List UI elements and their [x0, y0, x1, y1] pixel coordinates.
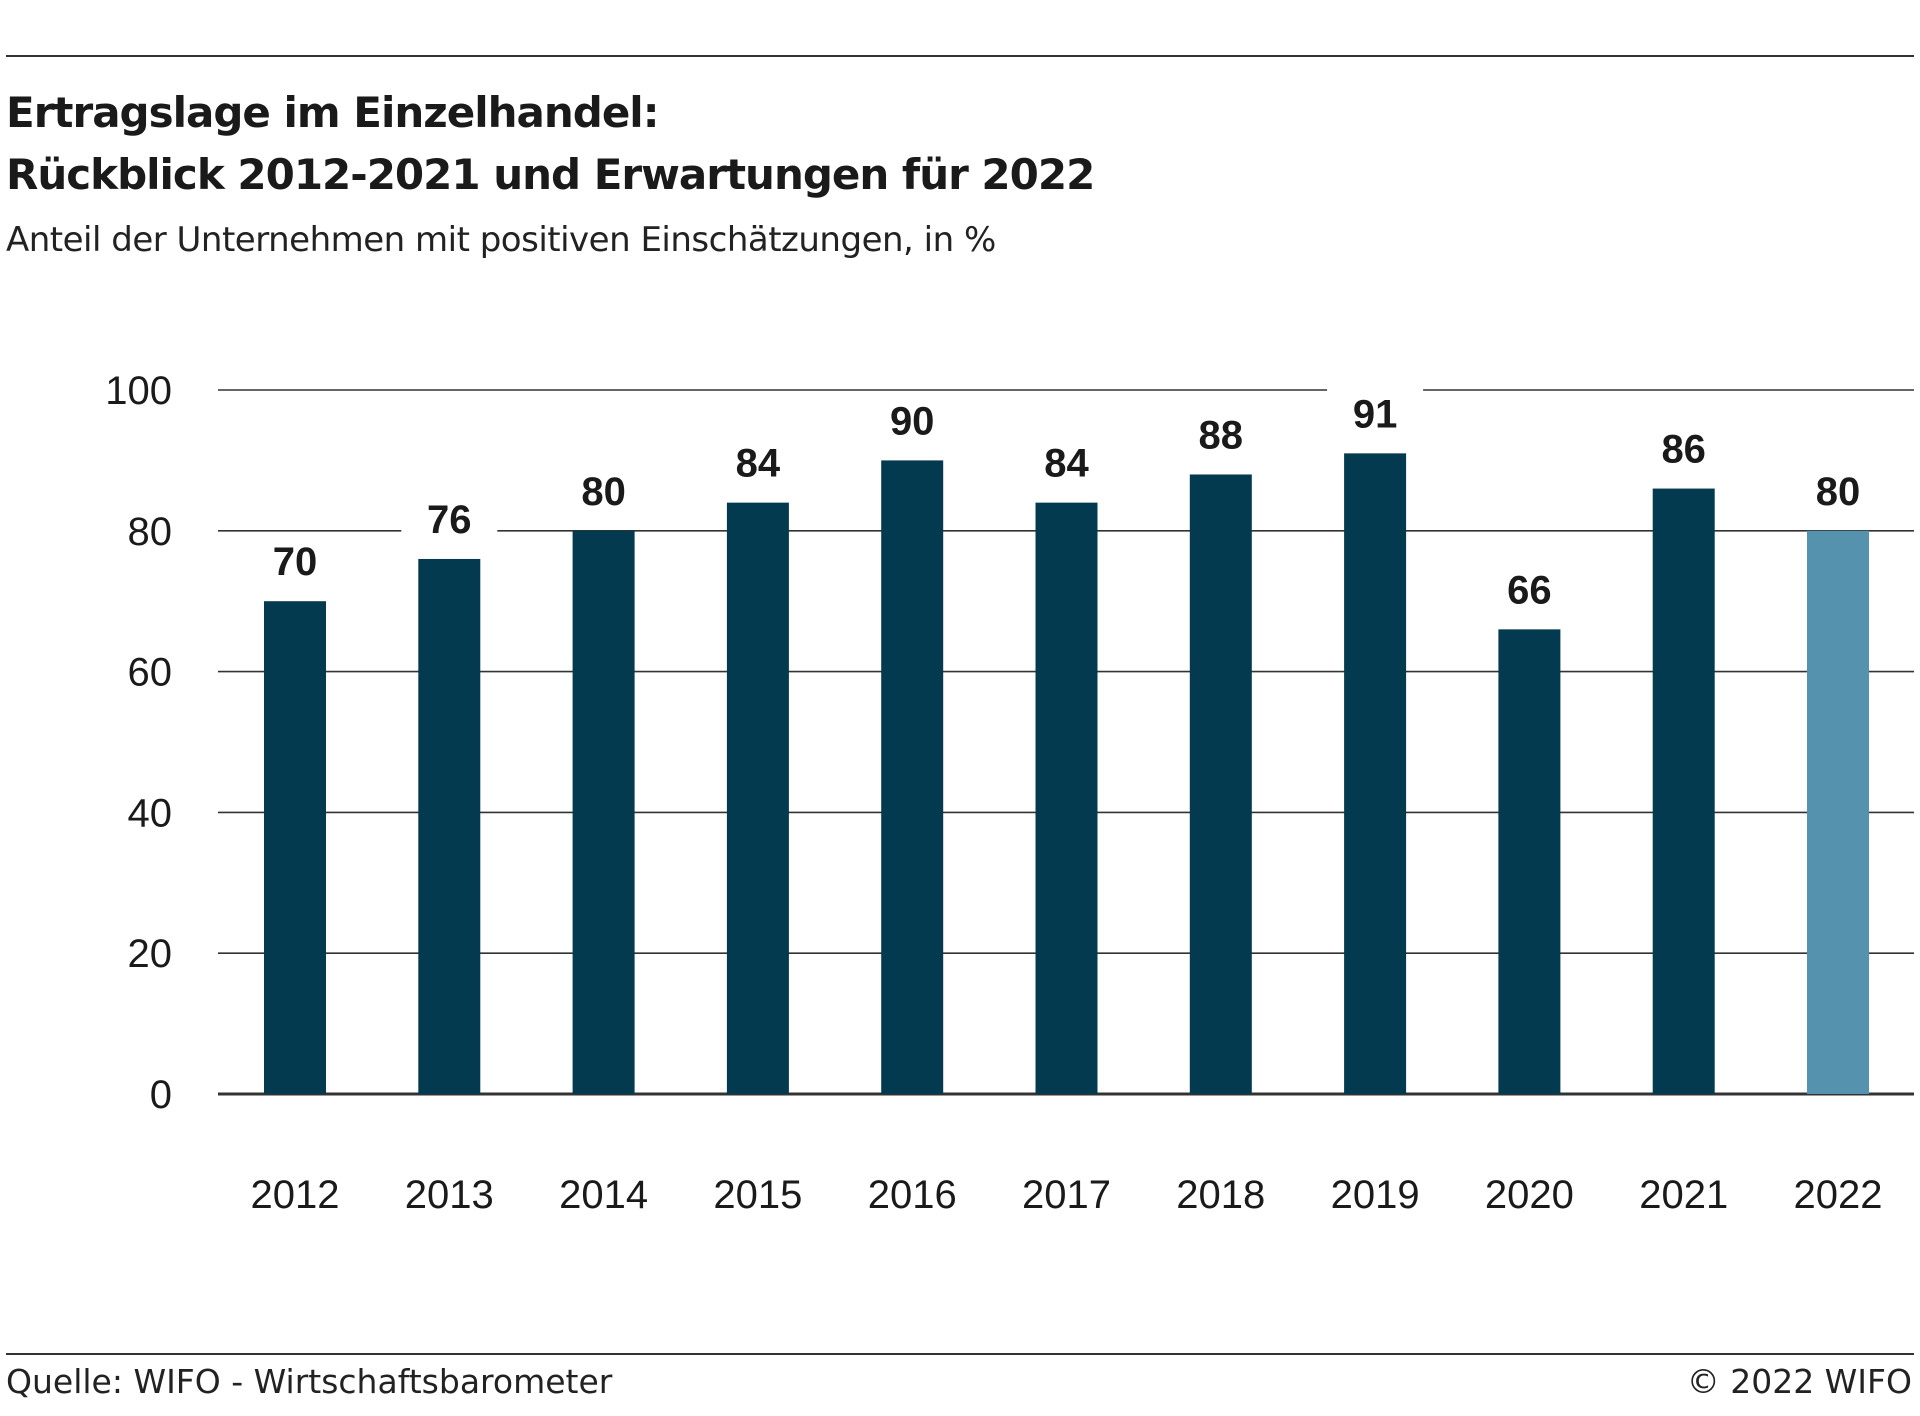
bar-chart: 0 20 40 60 80 100 70 76 80 84 90 84 88 91 66 86 80 2012…: [105, 369, 1914, 1217]
y-tick-label-100: 100: [105, 369, 172, 413]
x-tick-label-2015: 2015: [713, 1173, 802, 1217]
x-tick-label-2021: 2021: [1639, 1173, 1728, 1217]
value-label-2017: 84: [1044, 442, 1089, 486]
value-label-2016: 90: [890, 399, 935, 443]
x-tick-label-2014: 2014: [559, 1173, 648, 1217]
y-axis-tick-labels: 0 20 40 60 80 100: [105, 369, 172, 1117]
value-label-2015: 84: [736, 442, 781, 486]
value-label-2014: 80: [581, 470, 626, 514]
value-label-2022: 80: [1816, 470, 1861, 514]
bar-2018: [1189, 474, 1252, 1095]
x-tick-label-2012: 2012: [251, 1173, 340, 1217]
value-label-2018: 88: [1199, 413, 1244, 457]
chart-title-line-1: Ertragslage im Einzelhandel:: [6, 88, 659, 137]
chart-title-line-2: Rückblick 2012-2021 und Erwartungen für …: [6, 150, 1095, 199]
value-labels: 70 76 80 84 90 84 88 91 66 86 80: [273, 392, 1861, 612]
value-label-2012: 70: [273, 540, 318, 584]
x-tick-label-2019: 2019: [1331, 1173, 1420, 1217]
top-rule: [6, 55, 1914, 57]
value-label-2013: 76: [427, 498, 472, 542]
copyright-note: © 2022 WIFO: [1686, 1362, 1912, 1401]
x-tick-label-2020: 2020: [1485, 1173, 1574, 1217]
value-label-2020: 66: [1507, 568, 1552, 612]
y-tick-label-80: 80: [128, 510, 173, 554]
value-label-2021: 86: [1661, 428, 1706, 472]
value-label-2019: 91: [1353, 392, 1398, 436]
bar-2014: [572, 530, 635, 1094]
bar-2019: [1344, 453, 1407, 1094]
bar-2016: [881, 460, 944, 1094]
bar-2017: [1035, 502, 1098, 1094]
x-axis-category-labels: 2012 2013 2014 2015 2016 2017 2018 2019 2020 2021…: [251, 1173, 1883, 1217]
y-tick-label-20: 20: [128, 932, 173, 976]
x-tick-label-2016: 2016: [868, 1173, 957, 1217]
bar-2015: [726, 502, 789, 1094]
y-tick-label-40: 40: [128, 791, 173, 835]
x-tick-label-2013: 2013: [405, 1173, 494, 1217]
x-tick-label-2022: 2022: [1794, 1173, 1883, 1217]
y-tick-label-60: 60: [128, 651, 173, 695]
bottom-rule: [6, 1353, 1914, 1355]
y-tick-label-0: 0: [150, 1073, 172, 1117]
source-note: Quelle: WIFO - Wirtschaftsbarometer: [6, 1362, 613, 1401]
chart-subtitle: Anteil der Unternehmen mit positiven Ein…: [6, 220, 996, 260]
bars: [264, 453, 1869, 1095]
bar-2021: [1652, 488, 1715, 1094]
bar-2020: [1498, 629, 1561, 1094]
bar-2012: [264, 601, 326, 1094]
bar-2022: [1807, 530, 1869, 1094]
x-tick-label-2018: 2018: [1176, 1173, 1265, 1217]
bar-2013: [418, 558, 481, 1094]
x-tick-label-2017: 2017: [1022, 1173, 1111, 1217]
